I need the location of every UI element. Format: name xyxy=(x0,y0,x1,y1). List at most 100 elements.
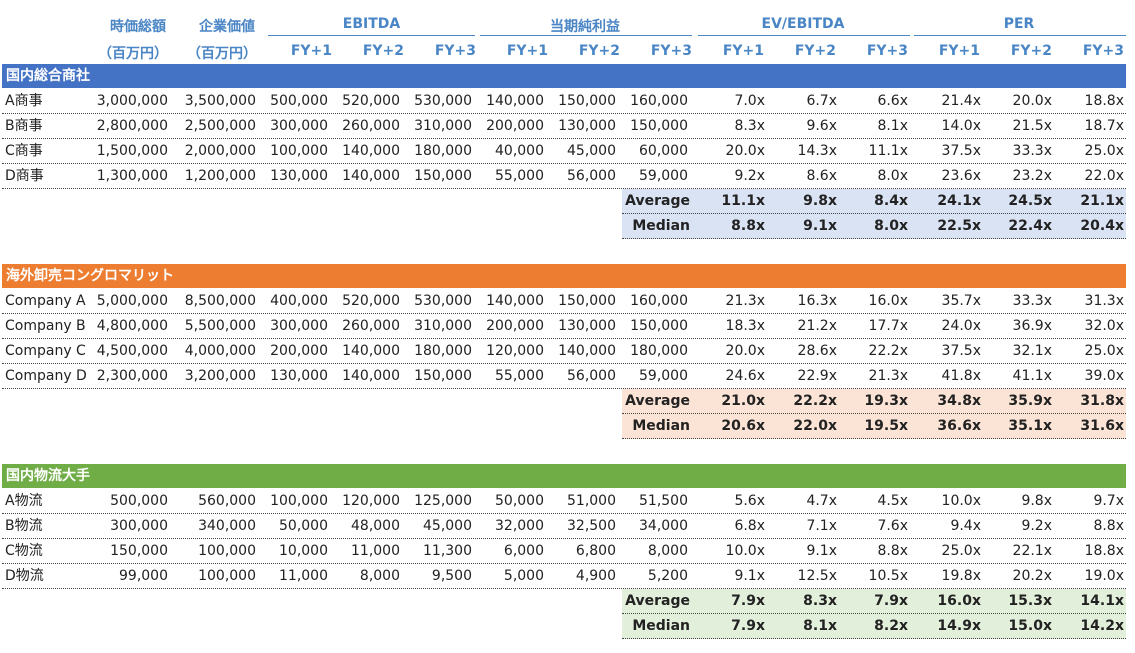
average-value: 21.0x xyxy=(721,393,765,409)
table-cell: 14.0x xyxy=(941,118,981,134)
table-cell: 37.5x xyxy=(941,143,981,159)
table-cell: 22.2x xyxy=(868,343,908,359)
table-cell: 4,500,000 xyxy=(96,343,168,359)
average-row-background xyxy=(622,389,1126,414)
company-name: A商事 xyxy=(5,93,43,109)
company-name: A物流 xyxy=(5,493,43,509)
header-per-fy3: FY+3 xyxy=(1082,43,1124,59)
table-cell: 5.6x xyxy=(734,493,765,509)
table-cell: 560,000 xyxy=(198,493,256,509)
table-cell: 8,000 xyxy=(647,543,688,559)
median-value: 22.4x xyxy=(1008,218,1052,234)
table-cell: 55,000 xyxy=(495,168,544,184)
row-divider xyxy=(2,163,1126,164)
median-value: 35.1x xyxy=(1008,418,1052,434)
table-cell: 59,000 xyxy=(639,368,688,384)
median-value: 7.9x xyxy=(731,618,765,634)
table-cell: 45,000 xyxy=(567,143,616,159)
table-cell: 200,000 xyxy=(486,118,544,134)
average-value: 22.2x xyxy=(793,393,837,409)
section-header-domestic-logistics: 国内物流大手 xyxy=(2,464,1126,488)
table-cell: 28.6x xyxy=(797,343,837,359)
table-cell: 6.7x xyxy=(806,93,837,109)
median-value: 9.1x xyxy=(803,218,837,234)
average-label: Average xyxy=(625,393,690,409)
table-cell: 99,000 xyxy=(119,568,168,584)
header-market-cap: 時価総額 xyxy=(110,19,166,35)
table-cell: 180,000 xyxy=(414,343,472,359)
table-cell: 19.8x xyxy=(941,568,981,584)
company-name: C物流 xyxy=(5,543,43,559)
table-cell: 18.8x xyxy=(1084,93,1124,109)
table-cell: 260,000 xyxy=(342,318,400,334)
table-cell: 25.0x xyxy=(1084,143,1124,159)
table-cell: 17.7x xyxy=(868,318,908,334)
table-cell: 4.5x xyxy=(877,493,908,509)
average-label: Average xyxy=(625,593,690,609)
table-cell: 50,000 xyxy=(495,493,544,509)
header-ev-ebitda-fy2: FY+2 xyxy=(794,43,836,59)
company-name: Company D xyxy=(5,368,87,384)
table-cell: 100,000 xyxy=(270,143,328,159)
table-cell: 21.2x xyxy=(797,318,837,334)
table-cell: 33.3x xyxy=(1012,143,1052,159)
table-cell: 5,000,000 xyxy=(96,293,168,309)
table-cell: 150,000 xyxy=(110,543,168,559)
median-divider xyxy=(622,638,1126,639)
table-cell: 36.9x xyxy=(1012,318,1052,334)
table-cell: 520,000 xyxy=(342,293,400,309)
table-cell: 120,000 xyxy=(342,493,400,509)
table-cell: 9.2x xyxy=(734,168,765,184)
table-cell: 340,000 xyxy=(198,518,256,534)
table-cell: 12.5x xyxy=(797,568,837,584)
table-cell: 160,000 xyxy=(630,293,688,309)
average-value: 8.4x xyxy=(874,193,908,209)
table-cell: 160,000 xyxy=(630,93,688,109)
table-cell: 56,000 xyxy=(567,368,616,384)
median-divider xyxy=(622,238,1126,239)
table-cell: 7.6x xyxy=(877,518,908,534)
table-cell: 300,000 xyxy=(270,118,328,134)
average-divider xyxy=(622,613,1126,614)
header-ebitda-fy2: FY+2 xyxy=(362,43,404,59)
table-cell: 11,300 xyxy=(423,543,472,559)
table-cell: 150,000 xyxy=(414,168,472,184)
table-cell: 3,200,000 xyxy=(184,368,256,384)
table-cell: 14.3x xyxy=(797,143,837,159)
table-cell: 4,000,000 xyxy=(184,343,256,359)
table-cell: 4,800,000 xyxy=(96,318,168,334)
median-value: 20.4x xyxy=(1080,218,1124,234)
table-cell: 11,000 xyxy=(279,568,328,584)
table-cell: 140,000 xyxy=(342,168,400,184)
table-cell: 150,000 xyxy=(558,293,616,309)
table-cell: 2,500,000 xyxy=(184,118,256,134)
header-group-ev-ebitda: EV/EBITDA xyxy=(761,16,845,32)
table-cell: 180,000 xyxy=(630,343,688,359)
table-cell: 32,000 xyxy=(495,518,544,534)
table-cell: 40,000 xyxy=(495,143,544,159)
header-net-income-fy1: FY+1 xyxy=(506,43,548,59)
header-ev-ebitda-fy3: FY+3 xyxy=(866,43,908,59)
average-value: 9.8x xyxy=(803,193,837,209)
average-divider xyxy=(622,413,1126,414)
table-cell: 21.5x xyxy=(1012,118,1052,134)
company-name: Company C xyxy=(5,343,86,359)
table-cell: 1,200,000 xyxy=(184,168,256,184)
table-cell: 6,800 xyxy=(575,543,616,559)
median-value: 22.0x xyxy=(793,418,837,434)
median-label: Median xyxy=(632,618,690,634)
header-underline-per xyxy=(914,35,1126,36)
table-cell: 180,000 xyxy=(414,143,472,159)
table-cell: 34,000 xyxy=(639,518,688,534)
table-cell: 9.6x xyxy=(806,118,837,134)
table-cell: 8.3x xyxy=(734,118,765,134)
median-label: Median xyxy=(632,418,690,434)
row-divider xyxy=(2,188,1126,189)
table-cell: 3,500,000 xyxy=(184,93,256,109)
table-cell: 21.3x xyxy=(868,368,908,384)
table-cell: 20.0x xyxy=(725,343,765,359)
table-cell: 41.8x xyxy=(941,368,981,384)
table-cell: 11,000 xyxy=(351,543,400,559)
table-cell: 59,000 xyxy=(639,168,688,184)
average-row-background xyxy=(622,589,1126,614)
